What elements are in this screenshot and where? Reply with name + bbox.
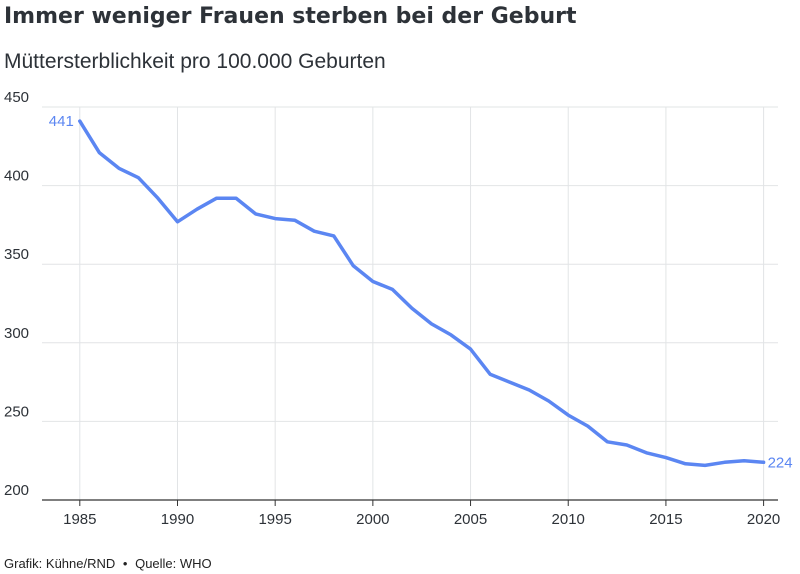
data-point (215, 197, 218, 200)
x-tick-label: 1990 (161, 511, 194, 528)
data-point (235, 197, 238, 200)
data-point (274, 217, 277, 220)
data-point (313, 230, 316, 233)
data-point (352, 264, 355, 267)
data-point (469, 348, 472, 351)
data-point (645, 451, 648, 454)
data-point (156, 197, 159, 200)
footer-source: Quelle: WHO (135, 556, 212, 571)
end-value-label: 224 (768, 454, 793, 471)
footer: Grafik: Kühne/RND • Quelle: WHO (4, 556, 212, 571)
y-tick-label: 400 (4, 168, 29, 185)
data-point (528, 388, 531, 391)
x-tick-label: 2005 (454, 511, 487, 528)
data-point (117, 167, 120, 170)
data-point (664, 456, 667, 459)
series (78, 119, 766, 468)
grid (42, 106, 778, 501)
data-point (332, 234, 335, 237)
y-tick-label: 250 (4, 403, 29, 420)
x-tick-label: 2020 (747, 511, 780, 528)
data-point (723, 461, 726, 464)
y-tick-label: 300 (4, 325, 29, 342)
data-point (254, 212, 257, 215)
x-tick-label: 1995 (258, 511, 291, 528)
data-point (450, 333, 453, 336)
data-point (684, 462, 687, 465)
series-line (78, 119, 766, 468)
data-point (98, 151, 101, 154)
data-point (371, 280, 374, 283)
data-point (547, 399, 550, 402)
data-point (196, 208, 199, 211)
data-point (391, 288, 394, 291)
data-point (78, 120, 81, 123)
data-point (410, 307, 413, 310)
axes: 200 250 300 350 400 450 1985 1990 1995 2000 2005 20… (4, 89, 780, 528)
y-tick-label: 350 (4, 246, 29, 263)
data-point (567, 414, 570, 417)
footer-separator: • (122, 556, 128, 571)
x-tick-label: 1985 (63, 511, 96, 528)
data-point (606, 440, 609, 443)
data-point (137, 176, 140, 179)
x-tick-label: 2010 (552, 511, 585, 528)
data-point (703, 464, 706, 467)
data-labels: 441 224 (49, 113, 793, 471)
data-point (762, 461, 765, 464)
data-point (625, 443, 628, 446)
chart-title: Immer weniger Frauen sterben bei der Geb… (4, 4, 577, 29)
data-point (508, 381, 511, 384)
data-point (743, 459, 746, 462)
footer-credit: Grafik: Kühne/RND (4, 556, 116, 571)
x-tick-label: 2015 (649, 511, 682, 528)
x-tick-label: 2000 (356, 511, 389, 528)
chart-subtitle: Müttersterblichkeit pro 100.000 Geburten (4, 50, 386, 73)
data-point (293, 219, 296, 222)
y-tick-label: 200 (4, 482, 29, 499)
data-point (176, 220, 179, 223)
y-tick-label: 450 (4, 89, 29, 106)
data-point (430, 322, 433, 325)
data-point (586, 425, 589, 428)
start-value-label: 441 (49, 113, 74, 130)
data-point (489, 373, 492, 376)
